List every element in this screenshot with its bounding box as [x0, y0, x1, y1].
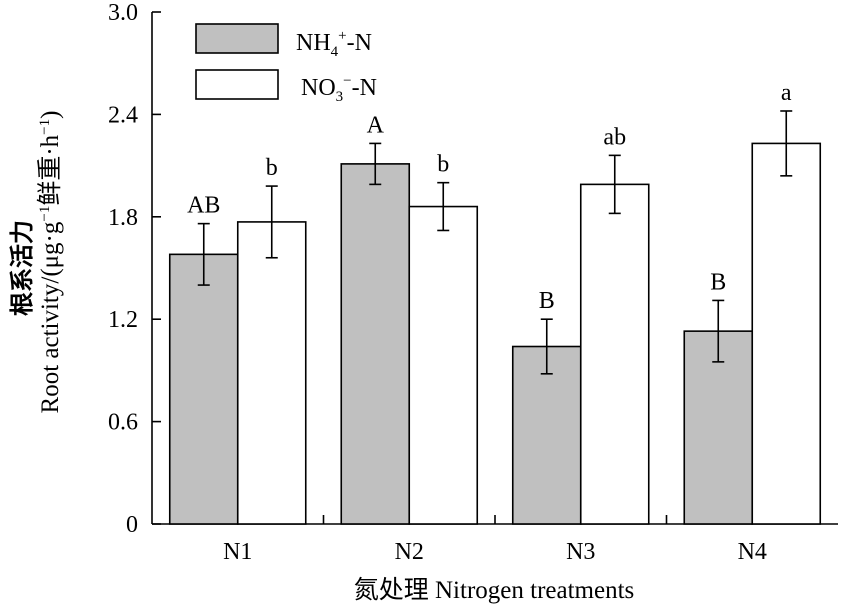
y-tick-label: 2.4 — [108, 102, 138, 128]
bar-nh4-n2 — [340, 163, 411, 525]
bar-nh4-n1 — [168, 253, 239, 525]
significance-label: AB — [187, 193, 220, 219]
x-tick-label: N1 — [223, 539, 252, 565]
bar-no3-n1 — [236, 221, 307, 525]
significance-label: ab — [603, 124, 626, 150]
x-tick-label: N4 — [738, 539, 767, 565]
legend-swatch-no3 — [195, 69, 279, 100]
y-tick-label: 0.6 — [108, 410, 138, 436]
y-axis-title: Root activity/(μg·g−1鲜重·h−1) — [36, 111, 64, 414]
x-axis-title: 氮处理 Nitrogen treatments — [354, 576, 635, 604]
legend-swatch-nh4 — [195, 23, 279, 54]
y-tick-label: 0 — [126, 512, 138, 538]
significance-label: B — [710, 269, 726, 295]
legend-label-no3: NO3−-N — [301, 73, 377, 105]
bar-no3-n3 — [579, 183, 650, 525]
bars: AB b Ab Bab Ba — [168, 80, 822, 525]
significance-label: b — [437, 152, 449, 178]
significance-label: A — [367, 112, 385, 138]
significance-label: B — [539, 288, 555, 314]
bar-no3-n4 — [751, 142, 822, 525]
x-tick-label: N2 — [395, 539, 424, 565]
y-axis-title-cn: 根系活力 — [8, 220, 36, 316]
legend-label-nh4: NH4+-N — [296, 28, 372, 60]
bar-nh4-n4 — [683, 330, 754, 525]
x-axis: N1 N2 N3 N4 — [152, 515, 838, 565]
y-tick-label: 1.8 — [108, 205, 138, 231]
y-tick-label: 1.2 — [108, 307, 138, 333]
legend: NH4+-N NO3−-N — [195, 23, 377, 105]
y-tick-label: 3.0 — [108, 0, 138, 26]
y-axis: 0 0.6 1.2 1.8 2.4 3.0 — [108, 0, 161, 538]
x-tick-label: N3 — [566, 539, 595, 565]
significance-label: b — [266, 155, 278, 181]
significance-label: a — [781, 80, 792, 106]
bar-no3-n2 — [408, 205, 479, 525]
